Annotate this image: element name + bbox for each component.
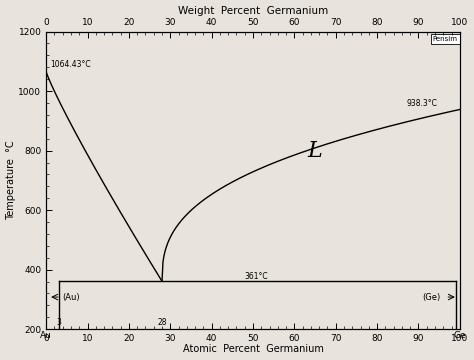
Text: 938.3°C: 938.3°C <box>406 99 437 108</box>
Text: 28: 28 <box>157 318 167 327</box>
Text: 1064.43°C: 1064.43°C <box>50 59 91 68</box>
Text: Ge: Ge <box>454 331 466 340</box>
Text: (Ge): (Ge) <box>423 293 441 302</box>
Y-axis label: Temperature  °C: Temperature °C <box>6 140 16 220</box>
X-axis label: Weight  Percent  Germanium: Weight Percent Germanium <box>178 5 328 15</box>
Text: (Au): (Au) <box>62 293 80 302</box>
X-axis label: Atomic  Percent  Germanium: Atomic Percent Germanium <box>182 345 323 355</box>
Text: L: L <box>308 140 322 162</box>
Text: 361°C: 361°C <box>245 272 268 281</box>
Text: Au: Au <box>40 331 52 340</box>
Text: Pensim: Pensim <box>433 36 458 42</box>
Text: 3: 3 <box>56 318 61 327</box>
